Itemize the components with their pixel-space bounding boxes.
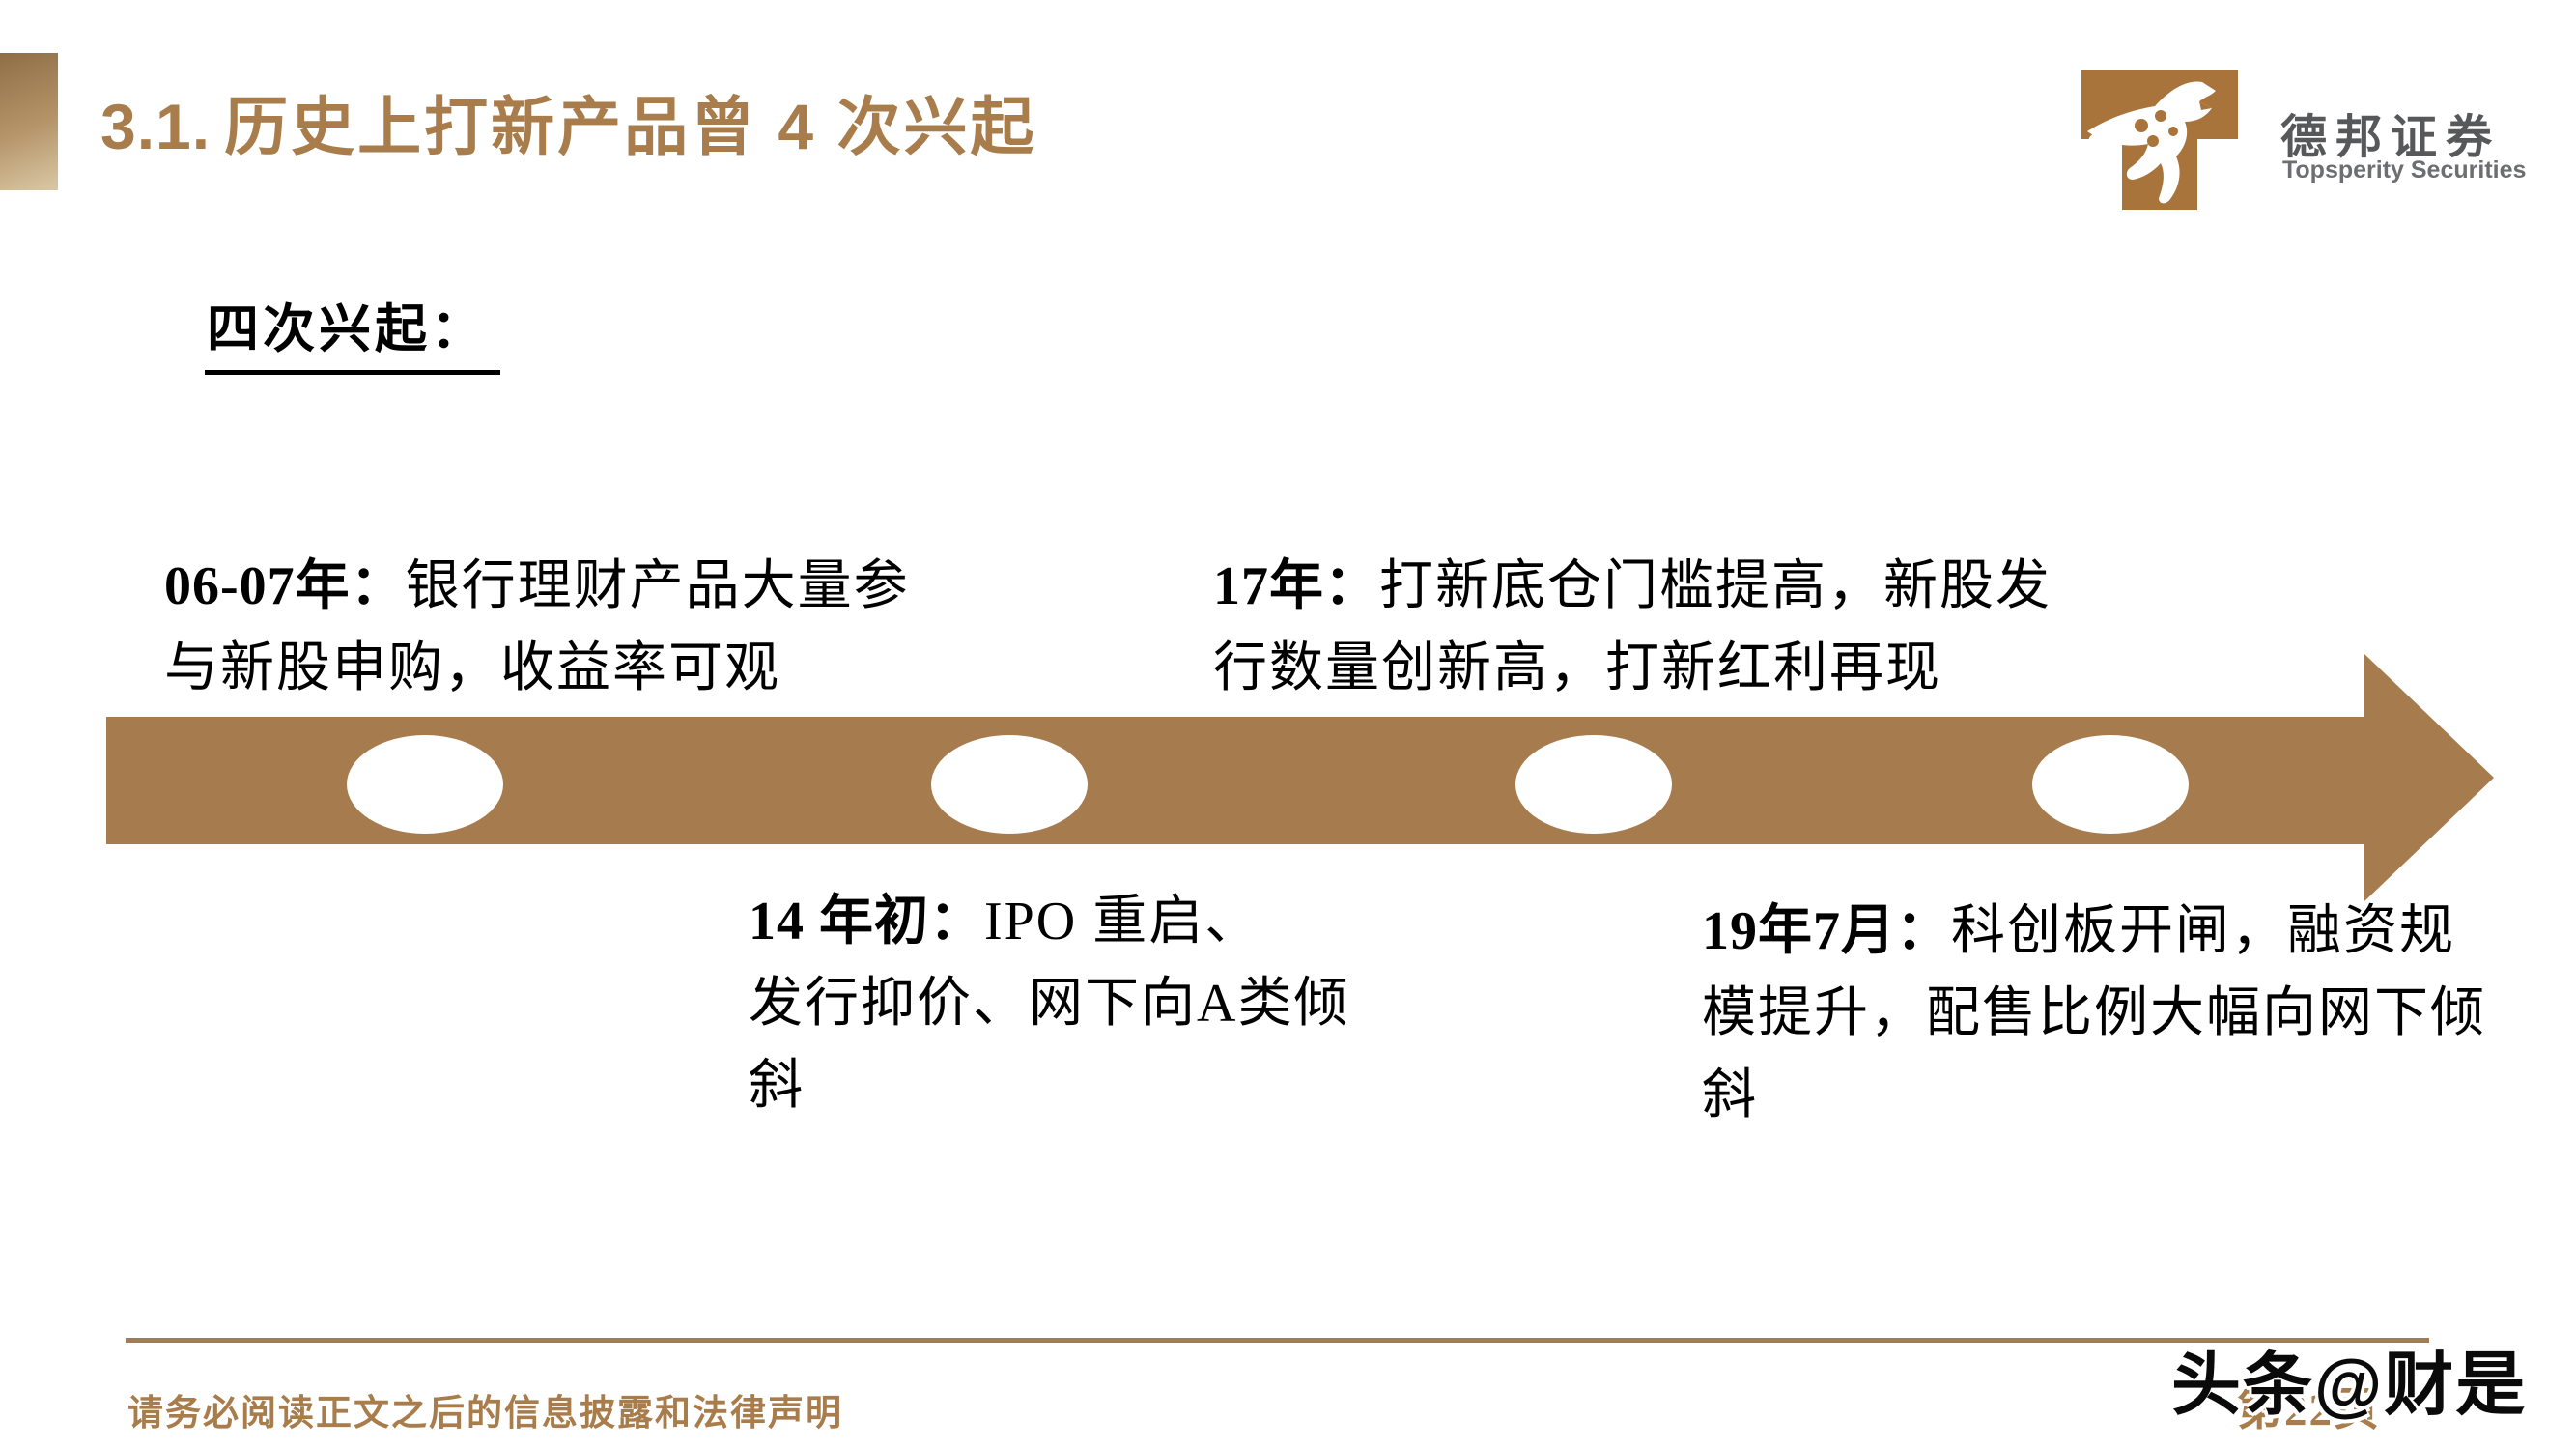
event-1-prefix: 06-07年： [164,556,406,616]
title-text: 历史上打新产品曾 4 次兴起 [224,91,1037,162]
timeline-arrowhead [2364,654,2494,901]
brand-block: 德邦证券 Topsperity Securities [2081,70,2535,214]
brand-name-cn: 德邦证券 [2280,112,2502,163]
timeline-node-2 [931,735,1088,834]
leopard-logo-icon [2081,70,2238,210]
timeline-event-3: 14 年初：IPO 重启、 发行抑价、网下向A类倾 斜 [749,881,1349,1127]
event-3-line-2: 发行抑价、网下向A类倾 [749,974,1350,1034]
timeline-node-4 [2032,735,2189,834]
brand-name-en: Topsperity Securities [2282,156,2527,184]
event-4-prefix: 19年7月： [1702,901,1951,961]
timeline-node-3 [1515,735,1672,834]
event-2-line-1: 17年：打新底仓门槛提高，新股发 [1213,556,2052,616]
page-title: 3.1. 历史上打新产品曾 4 次兴起 [100,75,1036,168]
timeline-event-4: 19年7月：科创板开闸，融资规 模提升，配售比例大幅向网下倾 斜 [1702,891,2486,1137]
event-3-line-3: 斜 [749,1056,805,1116]
page-number: 第22页 [2237,1385,2381,1435]
timeline-node-1 [347,735,503,834]
event-2-line-2: 行数量创新高，打新红利再现 [1213,639,1941,698]
event-4-line-1: 19年7月：科创板开闸，融资规 [1702,901,2455,961]
footer-divider [126,1338,2429,1343]
watermark: 头条@财是 [2171,1347,2528,1424]
event-4-line-2: 模提升，配售比例大幅向网下倾 [1702,983,2486,1043]
footer-disclaimer: 请务必阅读正文之后的信息披露和法律声明 [127,1394,843,1434]
accent-bar [0,53,58,190]
section-heading: 四次兴起： [205,286,500,375]
title-section-number: 3.1. [100,91,212,162]
event-1-line-2: 与新股申购，收益率可观 [164,639,780,698]
event-3-prefix: 14 年初： [749,892,984,952]
event-1-line-1: 06-07年：银行理财产品大量参 [164,556,910,616]
event-3-line-1: 14 年初：IPO 重启、 [749,892,1261,952]
event-2-prefix: 17年： [1213,556,1379,616]
timeline-event-1: 06-07年：银行理财产品大量参 与新股申购，收益率可观 [164,546,910,710]
timeline-event-2: 17年：打新底仓门槛提高，新股发 行数量创新高，打新红利再现 [1213,546,2052,710]
event-4-line-3: 斜 [1702,1065,1758,1125]
